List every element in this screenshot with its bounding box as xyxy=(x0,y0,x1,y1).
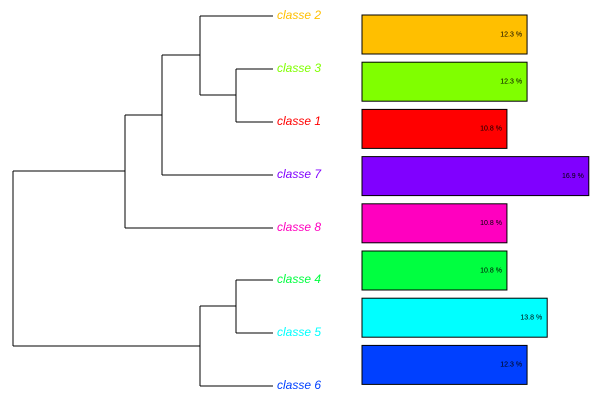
value-label: 10.8 % xyxy=(480,220,502,227)
leaf-label: classe 5 xyxy=(277,325,321,339)
bar xyxy=(361,297,548,338)
value-label: 13.8 % xyxy=(520,315,542,322)
bar xyxy=(361,108,508,149)
bar xyxy=(361,156,590,197)
leaf-label: classe 3 xyxy=(277,61,321,75)
value-label: 12.3 % xyxy=(500,31,522,38)
value-label: 12.3 % xyxy=(500,79,522,86)
dendrogram xyxy=(12,15,273,387)
leaf-label: classe 2 xyxy=(277,8,321,22)
leaf-label: classe 6 xyxy=(277,378,321,392)
leaf-label: classe 4 xyxy=(277,272,321,286)
leaf-label: classe 1 xyxy=(277,114,321,128)
leaf-label: classe 7 xyxy=(277,167,322,181)
bar xyxy=(361,203,508,244)
bar xyxy=(361,250,508,291)
value-label: 16.9 % xyxy=(562,173,584,180)
bar xyxy=(361,61,528,102)
value-label: 10.8 % xyxy=(480,267,502,274)
bar xyxy=(361,344,528,385)
leaf-label: classe 8 xyxy=(277,220,321,234)
bar xyxy=(361,14,528,55)
value-label: 10.8 % xyxy=(480,126,502,133)
value-label: 12.3 % xyxy=(500,362,522,369)
